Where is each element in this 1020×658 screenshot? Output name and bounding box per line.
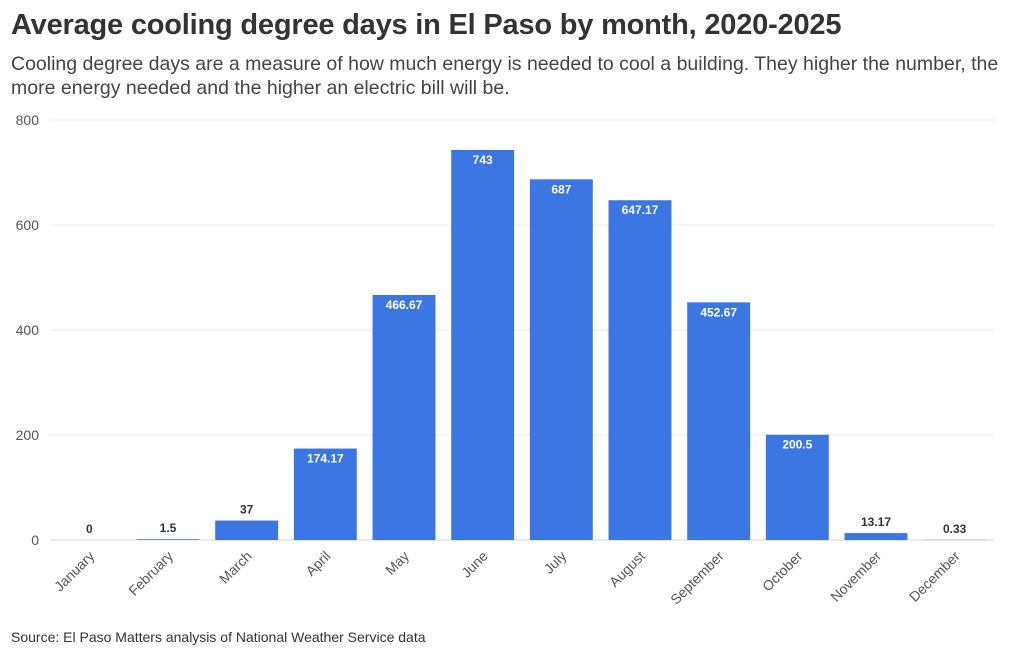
x-tick-label: September	[667, 548, 727, 608]
x-tick-label: May	[382, 548, 412, 578]
bar	[765, 434, 829, 540]
data-label: 743	[473, 153, 493, 167]
x-tick-label: August	[606, 548, 648, 590]
x-tick-label: November	[827, 548, 884, 605]
bar	[215, 520, 279, 540]
data-label: 1.5	[160, 521, 177, 535]
bar	[608, 200, 672, 540]
data-label: 174.17	[307, 452, 344, 466]
data-label: 0	[86, 522, 93, 536]
x-tick-label: June	[458, 548, 491, 581]
x-tick-label: April	[302, 548, 333, 579]
y-tick-label: 0	[31, 532, 39, 548]
source-note: Source: El Paso Matters analysis of Nati…	[11, 629, 426, 645]
chart-subtitle: Cooling degree days are a measure of how…	[11, 53, 999, 99]
data-label: 466.67	[386, 298, 423, 312]
x-tick-label: December	[906, 548, 963, 605]
data-label: 452.67	[700, 305, 737, 319]
bar	[372, 294, 436, 540]
chart-title: Average cooling degree days in El Paso b…	[11, 9, 842, 41]
data-label: 647.17	[622, 203, 659, 217]
data-label: 13.17	[861, 515, 891, 529]
bar	[136, 539, 200, 540]
x-tick-label: July	[541, 548, 570, 577]
x-tick-label: October	[759, 548, 806, 595]
y-tick-label: 800	[16, 112, 40, 128]
data-label: 0.33	[943, 522, 967, 536]
bar	[293, 448, 357, 540]
bar	[451, 149, 515, 541]
y-tick-label: 400	[16, 322, 40, 338]
x-tick-label: January	[51, 548, 98, 595]
x-tick-label: March	[216, 548, 255, 587]
data-label: 687	[551, 182, 571, 196]
y-tick-label: 200	[16, 427, 40, 443]
x-tick-label: February	[125, 548, 176, 599]
y-tick-label: 600	[16, 217, 40, 233]
bar	[529, 179, 593, 540]
data-label: 200.5	[782, 438, 812, 452]
bar	[844, 533, 908, 540]
bar	[687, 302, 751, 540]
data-label: 37	[240, 503, 254, 517]
